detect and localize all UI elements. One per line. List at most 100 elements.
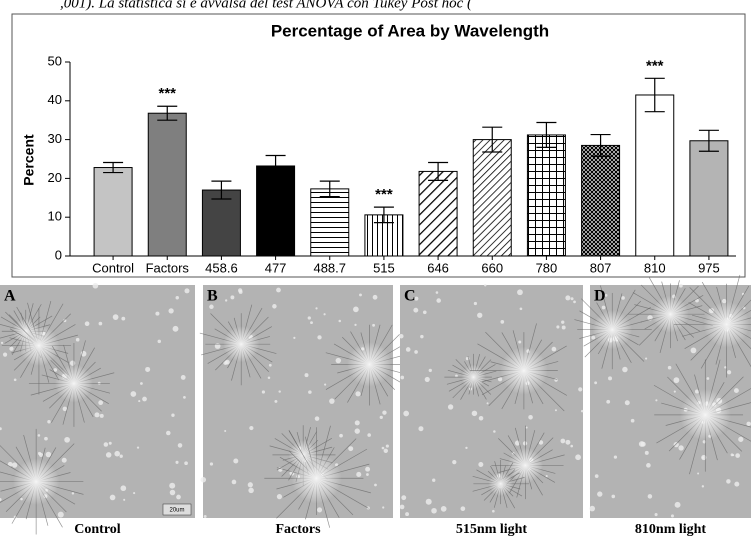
cell-speck: [561, 320, 564, 323]
cell-speck: [183, 396, 186, 399]
cell-speck: [171, 413, 174, 416]
y-tick-label: 40: [48, 92, 62, 107]
cell-speck: [487, 402, 489, 404]
micrograph: D: [574, 275, 751, 518]
cell-speck: [181, 375, 186, 380]
cell-speck: [384, 449, 388, 453]
cell-speck: [169, 483, 175, 489]
cell-speck: [556, 325, 559, 328]
cell-speck: [528, 415, 533, 420]
cell-speck: [639, 441, 645, 447]
cell-speck: [359, 293, 362, 296]
x-tick-label: 810: [644, 260, 666, 275]
scale-bar-label: 20um: [169, 508, 184, 514]
cell-speck: [176, 296, 179, 299]
cell-speck: [697, 473, 699, 475]
cell-speck: [726, 479, 730, 483]
cell-speck: [573, 301, 576, 304]
cell-speck: [175, 461, 178, 464]
cell-speck: [678, 445, 683, 450]
cell-cluster: [680, 389, 731, 440]
cell-speck: [602, 306, 606, 310]
cell-cluster: [55, 365, 93, 403]
cell-speck: [44, 437, 48, 441]
cell-speck: [448, 404, 453, 409]
cell-speck: [120, 455, 123, 458]
cell-speck: [606, 400, 610, 404]
x-tick-label: 488.7: [313, 260, 346, 275]
cell-speck: [268, 377, 271, 380]
cell-speck: [484, 284, 486, 286]
x-tick-label: 515: [373, 260, 395, 275]
cell-speck: [269, 364, 272, 367]
bar: [257, 166, 295, 256]
cell-speck: [429, 369, 432, 372]
cell-speck: [552, 347, 557, 352]
cell-speck: [365, 467, 370, 472]
cell-speck: [691, 348, 697, 354]
cell-speck: [178, 443, 183, 448]
panel-letter: B: [207, 288, 218, 305]
x-tick-label: 660: [481, 260, 503, 275]
cell-speck: [399, 334, 403, 338]
cell-speck: [625, 400, 630, 405]
cell-speck: [173, 326, 179, 332]
cell-speck: [338, 320, 341, 323]
cell-speck: [622, 367, 627, 372]
cell-cluster: [508, 448, 543, 483]
cell-speck: [100, 414, 104, 418]
bar: [202, 190, 240, 256]
cell-speck: [106, 452, 112, 458]
cell-cluster: [500, 347, 548, 395]
cell-speck: [110, 495, 116, 501]
cell-speck: [113, 314, 119, 320]
cell-speck: [400, 376, 404, 380]
cell-cluster: [592, 310, 632, 350]
micrograph: B: [200, 285, 422, 528]
y-tick-label: 10: [48, 209, 62, 224]
cell-speck: [366, 473, 369, 476]
cell-speck: [380, 416, 383, 419]
x-tick-label: 458.6: [205, 260, 238, 275]
cell-speck: [355, 391, 360, 396]
cell-speck: [308, 316, 311, 319]
x-tick-label: 807: [590, 260, 612, 275]
cell-speck: [323, 313, 325, 315]
cell-speck: [38, 434, 41, 437]
cell-speck: [571, 297, 574, 300]
cell-speck: [413, 308, 418, 313]
cell-speck: [262, 390, 265, 393]
cell-speck: [479, 416, 484, 421]
cell-speck: [232, 480, 237, 485]
cell-speck: [355, 428, 360, 433]
cell-speck: [734, 388, 739, 393]
cell-cluster: [652, 296, 689, 333]
cell-speck: [305, 373, 309, 377]
cell-speck: [210, 462, 213, 465]
cell-speck: [425, 377, 430, 382]
cell-speck: [121, 317, 125, 321]
cell-speck: [575, 454, 581, 460]
cell-speck: [441, 506, 447, 512]
cell-speck: [432, 479, 435, 482]
bar: [636, 95, 674, 256]
cell-speck: [133, 492, 135, 494]
cell-speck: [614, 456, 617, 459]
cell-speck: [500, 320, 504, 324]
bar: [582, 145, 620, 256]
cell-speck: [155, 312, 159, 316]
cell-speck: [727, 370, 731, 374]
cell-speck: [570, 445, 573, 448]
cell-speck: [518, 340, 521, 343]
cell-speck: [436, 298, 441, 303]
cell-speck: [224, 430, 226, 432]
panel-caption: Factors: [275, 522, 321, 537]
cell-speck: [272, 304, 277, 309]
cell-speck: [645, 451, 649, 455]
cell-speck: [555, 409, 557, 411]
cell-speck: [735, 453, 740, 458]
cell-speck: [166, 431, 171, 436]
cell-speck: [382, 506, 384, 508]
cell-speck: [278, 390, 280, 392]
cell-speck: [631, 419, 635, 423]
